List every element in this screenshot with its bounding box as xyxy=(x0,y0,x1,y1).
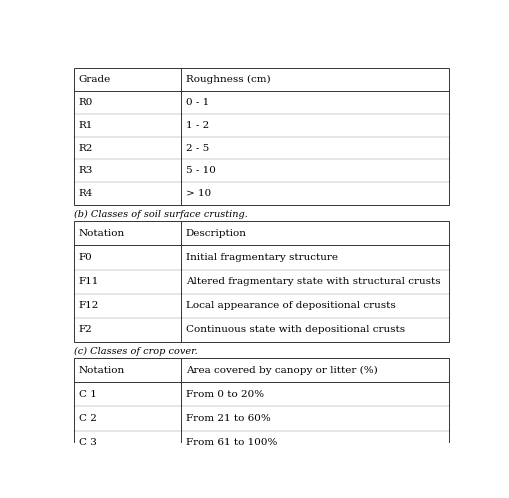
Text: Initial fragmentary structure: Initial fragmentary structure xyxy=(185,253,337,262)
Text: C 1: C 1 xyxy=(78,390,96,399)
Text: Area covered by canopy or litter (%): Area covered by canopy or litter (%) xyxy=(185,366,377,374)
Text: F11: F11 xyxy=(78,277,99,286)
Text: R4: R4 xyxy=(78,189,93,198)
Text: R1: R1 xyxy=(78,121,93,130)
Text: 1 - 2: 1 - 2 xyxy=(185,121,209,130)
Text: R2: R2 xyxy=(78,143,93,152)
Text: From 61 to 100%: From 61 to 100% xyxy=(185,438,276,447)
Text: 5 - 10: 5 - 10 xyxy=(185,166,215,175)
Text: Roughness (cm): Roughness (cm) xyxy=(185,75,270,84)
Text: Grade: Grade xyxy=(78,75,111,84)
Text: Description: Description xyxy=(185,229,246,238)
Text: F0: F0 xyxy=(78,253,92,262)
Text: F2: F2 xyxy=(78,325,92,335)
Text: C 2: C 2 xyxy=(78,414,96,423)
Text: Local appearance of depositional crusts: Local appearance of depositional crusts xyxy=(185,301,395,310)
Text: R3: R3 xyxy=(78,166,93,175)
Bar xyxy=(73,358,448,455)
Text: F12: F12 xyxy=(78,301,99,310)
Text: Continuous state with depositional crusts: Continuous state with depositional crust… xyxy=(185,325,404,335)
Text: 0 - 1: 0 - 1 xyxy=(185,98,209,107)
Text: (b) Classes of soil surface crusting.: (b) Classes of soil surface crusting. xyxy=(73,210,247,219)
Bar xyxy=(73,68,448,205)
Text: 2 - 5: 2 - 5 xyxy=(185,143,209,152)
Text: C 3: C 3 xyxy=(78,438,96,447)
Text: Notation: Notation xyxy=(78,366,125,374)
Text: > 10: > 10 xyxy=(185,189,211,198)
Text: (c) Classes of crop cover.: (c) Classes of crop cover. xyxy=(73,347,197,356)
Text: Notation: Notation xyxy=(78,229,125,238)
Text: Altered fragmentary state with structural crusts: Altered fragmentary state with structura… xyxy=(185,277,440,286)
Bar xyxy=(73,221,448,342)
Text: From 0 to 20%: From 0 to 20% xyxy=(185,390,263,399)
Text: From 21 to 60%: From 21 to 60% xyxy=(185,414,270,423)
Text: R0: R0 xyxy=(78,98,93,107)
